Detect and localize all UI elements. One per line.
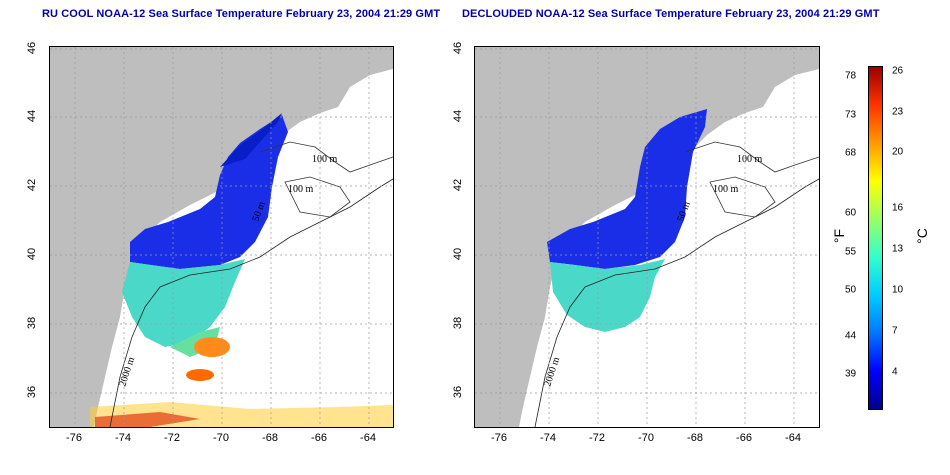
cold-water-right — [547, 109, 707, 269]
x-tick-label: -70 — [213, 432, 229, 444]
y-tick-label: 46 — [26, 41, 38, 55]
y-tick-label: 38 — [26, 316, 38, 330]
right-map-canvas: 100 m 100 m 50 m 2000 m — [475, 47, 819, 427]
isobath-left-1 — [109, 178, 393, 427]
x-tick-label: -66 — [311, 432, 327, 444]
isobath-right-2 — [684, 141, 819, 173]
x-tick-label: -76 — [66, 432, 82, 444]
contour-label: 100 m — [312, 154, 338, 165]
celsius-tick: 16 — [892, 202, 904, 214]
celsius-tick: 7 — [892, 325, 898, 337]
right-map-frame: 100 m 100 m 50 m 2000 m — [474, 46, 820, 428]
y-tick-label: 44 — [26, 109, 38, 123]
celsius-tick: 26 — [892, 65, 904, 77]
fahrenheit-tick: 44 — [845, 330, 857, 342]
y-tick-label: 36 — [26, 385, 38, 399]
contour-label: 2000 m — [542, 356, 562, 388]
fahrenheit-tick: 60 — [845, 207, 857, 219]
contour-label: 100 m — [713, 184, 739, 195]
celsius-tick: 13 — [892, 243, 904, 255]
fahrenheit-tick: 39 — [845, 368, 857, 380]
gulf-stream-spot-2 — [186, 369, 214, 381]
land-left — [50, 47, 393, 427]
y-tick-label: 46 — [452, 41, 464, 55]
isobath-right-3 — [709, 176, 776, 218]
celsius-unit-label: °C — [913, 228, 930, 244]
graticule-right — [475, 47, 819, 427]
y-tick-label: 36 — [452, 385, 464, 399]
fahrenheit-tick: 78 — [845, 70, 857, 82]
isobath-left-2 — [259, 141, 393, 173]
isobath-left-3 — [284, 176, 351, 218]
right-map-title: DECLOUDED NOAA-12 Sea Surface Temperatur… — [462, 8, 880, 20]
land-right-upper — [705, 47, 819, 109]
fahrenheit-unit-label: °F — [831, 228, 848, 244]
x-tick-label: -74 — [540, 432, 556, 444]
land-right-upper — [280, 47, 393, 109]
left-map-canvas: 100 m 100 m 50 m 2000 m — [50, 47, 393, 427]
contour-label: 100 m — [288, 184, 314, 195]
fahrenheit-tick: 68 — [845, 147, 857, 159]
celsius-tick: 23 — [892, 106, 904, 118]
gulf-stream-south-2 — [95, 412, 200, 427]
y-tick-label: 38 — [452, 316, 464, 330]
fahrenheit-tick: 50 — [845, 284, 857, 296]
x-tick-label: -68 — [262, 432, 278, 444]
x-tick-label: -72 — [589, 432, 605, 444]
x-tick-label: -66 — [736, 432, 752, 444]
y-tick-label: 40 — [26, 247, 38, 261]
left-map-title: RU COOL NOAA-12 Sea Surface Temperature … — [42, 8, 441, 20]
contour-label: 100 m — [737, 154, 763, 165]
land-left — [475, 47, 819, 427]
x-tick-label: -74 — [115, 432, 131, 444]
fahrenheit-tick: 73 — [845, 109, 857, 121]
cold-water-left-north — [220, 113, 282, 167]
x-tick-label: -72 — [164, 432, 180, 444]
warm-water-left — [122, 259, 245, 347]
x-tick-label: -70 — [638, 432, 654, 444]
celsius-tick: 10 — [892, 284, 904, 296]
y-tick-label: 40 — [452, 247, 464, 261]
isobath-right-1 — [534, 178, 819, 427]
warm-water-right — [550, 259, 665, 332]
y-tick-label: 42 — [26, 178, 38, 192]
celsius-tick: 4 — [892, 366, 898, 378]
y-tick-label: 44 — [452, 109, 464, 123]
fahrenheit-tick: 55 — [845, 246, 857, 258]
graticule-left — [50, 47, 393, 427]
contour-label: 2000 m — [117, 356, 137, 388]
gulf-stream-spot-1 — [194, 337, 230, 357]
x-tick-label: -64 — [785, 432, 801, 444]
x-tick-label: -64 — [360, 432, 376, 444]
y-tick-label: 42 — [452, 178, 464, 192]
left-map-frame: 100 m 100 m 50 m 2000 m — [49, 46, 394, 428]
x-tick-label: -68 — [687, 432, 703, 444]
celsius-tick: 20 — [892, 146, 904, 158]
colorbar — [868, 66, 883, 410]
x-tick-label: -76 — [491, 432, 507, 444]
